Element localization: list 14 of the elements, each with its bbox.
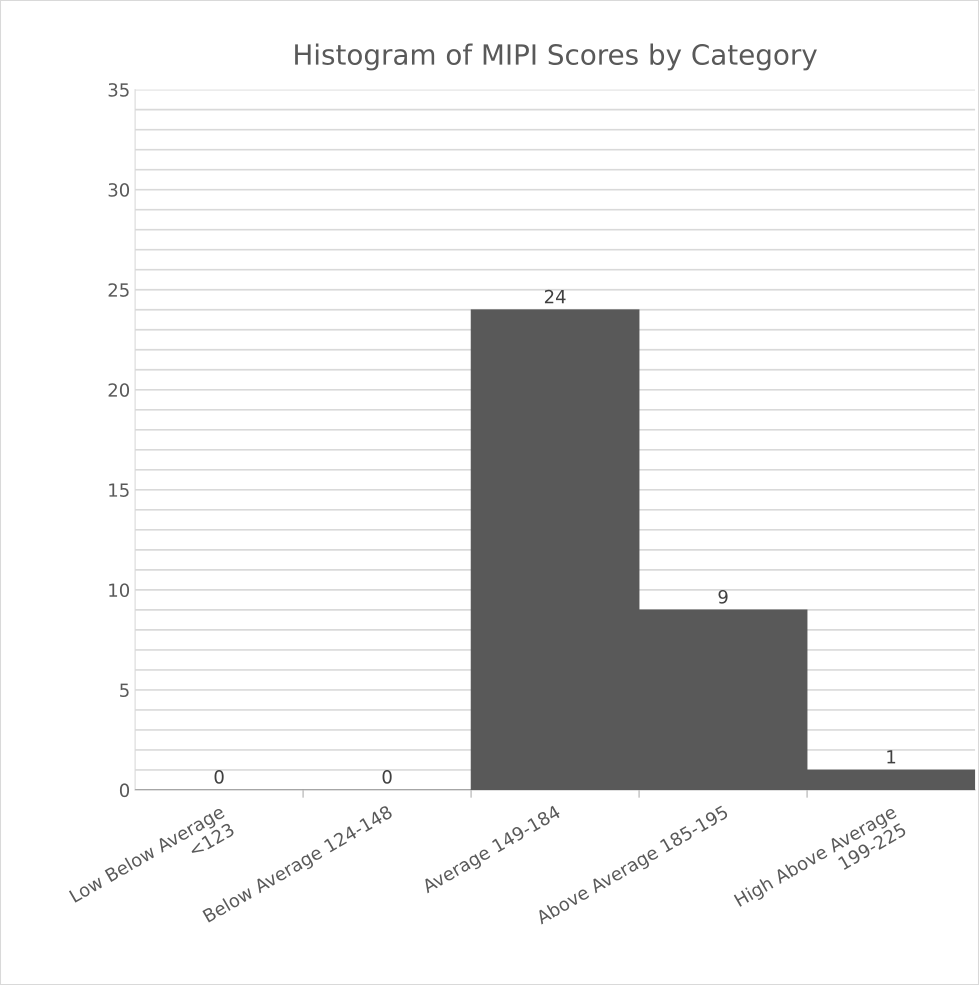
y-tick-label: 30 xyxy=(108,183,130,197)
y-tick-label: 5 xyxy=(120,684,129,698)
data-label: 0 xyxy=(382,770,392,784)
data-label: 24 xyxy=(544,290,566,304)
chart-title: Histogram of MIPI Scores by Category xyxy=(295,44,817,70)
y-tick-label: 15 xyxy=(109,484,129,497)
data-label: 9 xyxy=(718,590,728,604)
y-tick-label: 10 xyxy=(109,583,130,597)
data-label: 1 xyxy=(887,750,896,764)
y-tick-label: 35 xyxy=(108,83,129,97)
y-tick-label: 0 xyxy=(120,783,130,798)
data-label: 0 xyxy=(214,770,224,784)
y-tick-label: 20 xyxy=(108,383,130,397)
y-tick-label: 25 xyxy=(108,283,129,297)
